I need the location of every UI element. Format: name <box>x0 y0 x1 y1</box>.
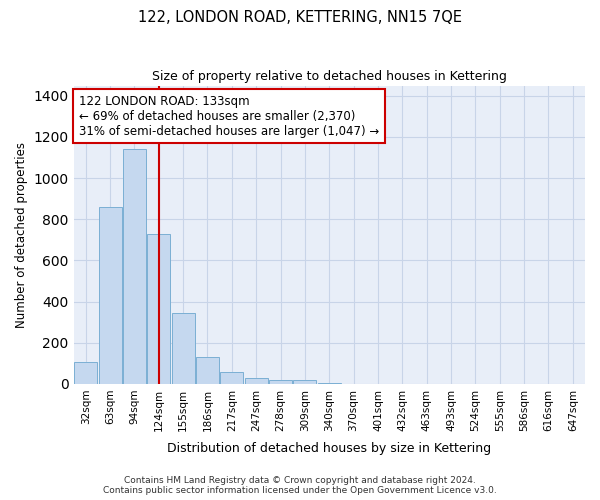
Bar <box>123 150 146 384</box>
Text: 122 LONDON ROAD: 133sqm
← 69% of detached houses are smaller (2,370)
31% of semi: 122 LONDON ROAD: 133sqm ← 69% of detache… <box>79 94 379 138</box>
Bar <box>196 357 219 384</box>
Bar <box>147 234 170 384</box>
Bar <box>245 378 268 384</box>
Title: Size of property relative to detached houses in Kettering: Size of property relative to detached ho… <box>152 70 507 83</box>
Bar <box>318 383 341 384</box>
Bar <box>98 207 122 384</box>
Bar <box>269 380 292 384</box>
Bar <box>293 380 316 384</box>
Bar <box>220 372 244 384</box>
Text: Contains HM Land Registry data © Crown copyright and database right 2024.
Contai: Contains HM Land Registry data © Crown c… <box>103 476 497 495</box>
Bar <box>74 362 97 384</box>
Y-axis label: Number of detached properties: Number of detached properties <box>15 142 28 328</box>
Text: 122, LONDON ROAD, KETTERING, NN15 7QE: 122, LONDON ROAD, KETTERING, NN15 7QE <box>138 10 462 25</box>
X-axis label: Distribution of detached houses by size in Kettering: Distribution of detached houses by size … <box>167 442 491 455</box>
Bar <box>172 313 195 384</box>
